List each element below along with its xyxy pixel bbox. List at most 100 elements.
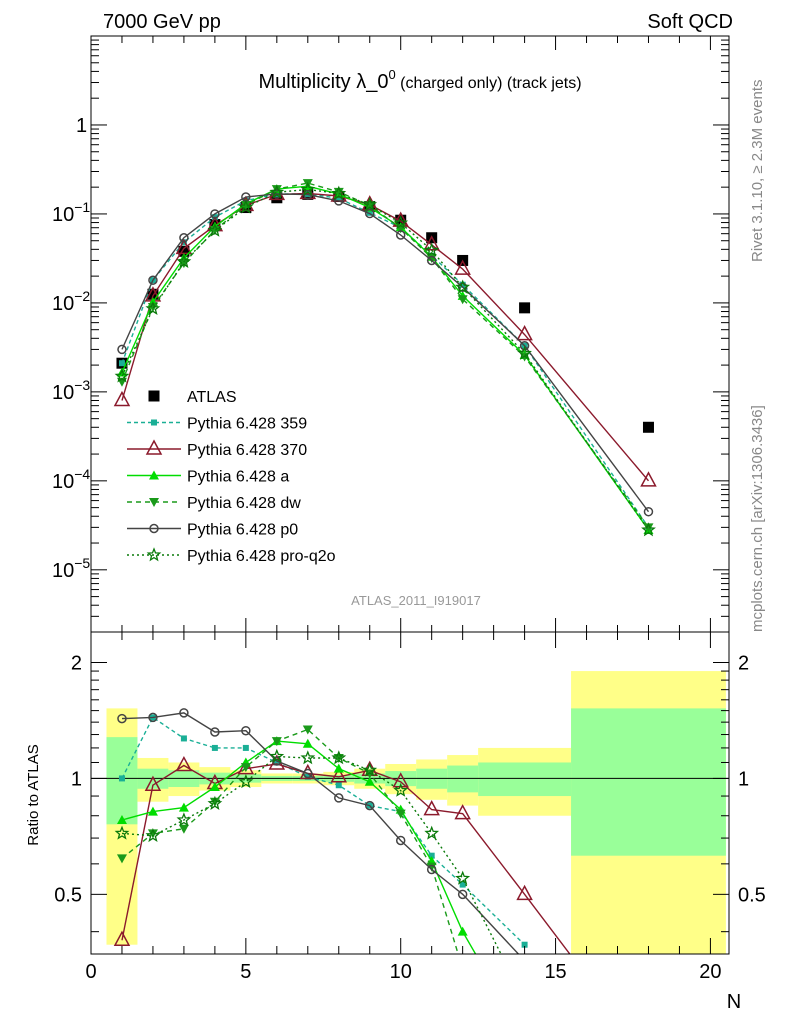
- ratio-point: [269, 748, 285, 763]
- ratio-point: [147, 806, 158, 816]
- ratio-series-pythia-6-428-p0: [117, 708, 519, 954]
- band-green: [571, 708, 726, 856]
- x-tick-label: 0: [85, 961, 96, 983]
- ratio-y-tick-label: 0.5: [54, 884, 82, 906]
- ratio-y-tick-label-right: 1: [738, 768, 749, 790]
- ratio-point: [393, 782, 409, 797]
- main-series-layer: [113, 179, 657, 537]
- data-point: [454, 259, 471, 275]
- series-pythia-6-428-pro-q2o: [114, 181, 656, 537]
- ratio-frame: [90, 631, 730, 955]
- data-point: [640, 471, 657, 487]
- ratio-point: [237, 759, 255, 775]
- main-axis-ticks: [90, 36, 729, 633]
- ratio-point: [209, 797, 220, 807]
- data-point: [423, 235, 440, 251]
- band-green: [478, 762, 572, 797]
- legend-label: Pythia 6.428 359: [187, 416, 307, 433]
- ratio-y-tick-label-right: 2: [738, 652, 749, 674]
- ratio-y-tick-label-right: 0.5: [738, 884, 766, 906]
- ratio-point: [426, 862, 437, 872]
- data-point: [517, 345, 532, 360]
- main-y-tick-label: 10−4: [52, 466, 90, 493]
- data-point: [333, 187, 344, 197]
- legend-entry: Pythia 6.428 359: [127, 416, 307, 433]
- ratio-point: [271, 737, 282, 747]
- legend-entry: Pythia 6.428 370: [127, 439, 307, 459]
- series-line: [121, 193, 650, 528]
- data-point: [393, 215, 409, 230]
- ratio-point: [426, 864, 437, 875]
- ratio-point: [209, 781, 220, 791]
- ratio-y-tick-label: 2: [71, 652, 82, 674]
- ratio-series-pythia-6-428-370: [113, 754, 571, 954]
- data-point: [331, 185, 347, 200]
- data-point: [178, 259, 189, 269]
- data-point: [117, 344, 127, 355]
- data-point: [642, 421, 654, 433]
- ratio-point: [178, 824, 189, 834]
- analysis-watermark: ATLAS_2011_I919017: [351, 593, 481, 608]
- ratio-point: [175, 755, 193, 772]
- ratio-point: [454, 804, 471, 820]
- data-point: [364, 208, 375, 219]
- ratio-series-pythia-6-428-pro-q2o: [114, 748, 502, 954]
- ratio-point: [117, 713, 127, 724]
- ratio-uncertainty-bands: [106, 671, 726, 954]
- ratio-point: [428, 852, 435, 859]
- ratio-point: [335, 782, 342, 789]
- ratio-point: [459, 881, 466, 888]
- data-point: [457, 295, 468, 305]
- data-point: [362, 196, 378, 212]
- ratio-point: [180, 735, 187, 742]
- series-pythia-6-428-370: [113, 183, 657, 487]
- ratio-point: [242, 744, 249, 751]
- ratio-point: [303, 768, 313, 779]
- ratio-point: [178, 802, 189, 812]
- data-point: [455, 279, 471, 294]
- data-point: [395, 230, 406, 240]
- ratio-point: [147, 829, 158, 839]
- data-point: [519, 302, 531, 314]
- main-y-tick-label: 10−3: [52, 377, 90, 404]
- ratio-point: [331, 750, 347, 765]
- ratio-point: [362, 762, 378, 777]
- legend: ATLAS Pythia 6.428 359 Pythia 6.428 370 Pyt…: [127, 389, 336, 565]
- ratio-tick-labels: 0.5 0.51 12 20 5 10 15 20: [54, 652, 766, 983]
- ratio-point: [240, 763, 251, 773]
- ratio-y-tick-label: 1: [71, 768, 82, 790]
- ratio-point: [330, 767, 348, 783]
- main-y-tick-label: 10−1: [52, 199, 90, 226]
- data-point: [641, 522, 656, 537]
- mcplots-label: mcplots.cern.ch [arXiv:1306.3436]: [749, 405, 766, 632]
- data-point: [210, 209, 220, 219]
- ratio-point: [113, 930, 131, 946]
- ratio-point: [210, 727, 220, 737]
- series-line: [121, 192, 650, 482]
- ratio-series-pythia-6-428-359: [118, 714, 528, 948]
- x-axis-label: N: [727, 991, 741, 1013]
- x-tick-label: 5: [240, 961, 251, 983]
- data-point: [272, 189, 282, 199]
- ratio-point: [302, 738, 313, 748]
- legend-label: Pythia 6.428 370: [187, 442, 307, 459]
- data-point: [424, 242, 440, 257]
- legend-entry: Pythia 6.428 a: [127, 469, 289, 486]
- data-point: [118, 360, 125, 367]
- ratio-line: [121, 728, 459, 954]
- ratio-point: [114, 825, 130, 840]
- ratio-point: [116, 814, 127, 824]
- legend-entry: Pythia 6.428 pro-q2o: [127, 547, 336, 565]
- series-line: [121, 185, 650, 531]
- data-point: [269, 184, 285, 199]
- ratio-point: [424, 825, 440, 840]
- data-point: [176, 253, 192, 269]
- data-point: [238, 199, 254, 214]
- x-tick-label: 15: [544, 961, 566, 983]
- data-point: [643, 506, 654, 517]
- band-green: [447, 765, 479, 793]
- legend-label: ATLAS: [187, 389, 237, 406]
- ratio-point: [300, 750, 316, 765]
- data-point: [114, 368, 130, 383]
- main-frame: [90, 35, 730, 633]
